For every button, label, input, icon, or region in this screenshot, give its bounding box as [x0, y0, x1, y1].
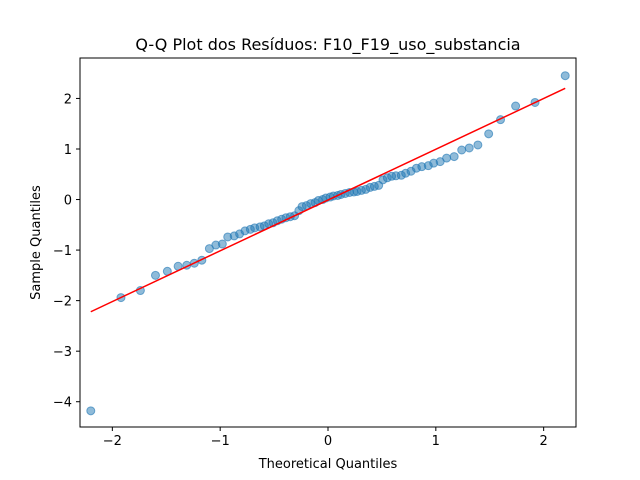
- chart-title: Q-Q Plot dos Resíduos: F10_F19_uso_subst…: [135, 35, 520, 55]
- data-point: [464, 143, 474, 153]
- reference-line-layer: [90, 87, 566, 313]
- x-axis-label: Theoretical Quantiles: [258, 457, 398, 472]
- data-point: [449, 152, 459, 162]
- plot-area-frame: [79, 57, 577, 428]
- y-tick-label: −3: [53, 345, 72, 360]
- y-axis-ticks: −4 −3 −2 −1 0 1 2: [53, 92, 80, 411]
- x-tick-label: −2: [103, 434, 122, 449]
- data-point: [511, 101, 521, 111]
- y-tick-label: −4: [53, 396, 72, 411]
- data-point: [150, 270, 160, 280]
- y-tick-label: 2: [64, 92, 72, 107]
- x-tick-label: 2: [540, 434, 548, 449]
- data-points: [86, 71, 570, 416]
- x-tick-label: −1: [211, 434, 230, 449]
- y-tick-label: −1: [53, 244, 72, 259]
- data-point: [457, 145, 467, 155]
- x-tick-label: 1: [432, 434, 440, 449]
- y-tick-label: 1: [64, 143, 72, 158]
- data-point: [484, 129, 494, 139]
- reference-line: [90, 87, 566, 313]
- y-tick-label: −2: [53, 295, 72, 310]
- data-point: [442, 153, 452, 163]
- data-point: [86, 406, 96, 416]
- x-axis-ticks: −2 −1 0 1 2: [103, 427, 548, 449]
- data-point: [560, 71, 570, 81]
- x-tick-label: 0: [324, 434, 332, 449]
- y-tick-label: 0: [64, 194, 72, 209]
- y-axis-label: Sample Quantiles: [29, 185, 44, 300]
- data-point: [473, 140, 483, 150]
- data-point: [217, 239, 227, 249]
